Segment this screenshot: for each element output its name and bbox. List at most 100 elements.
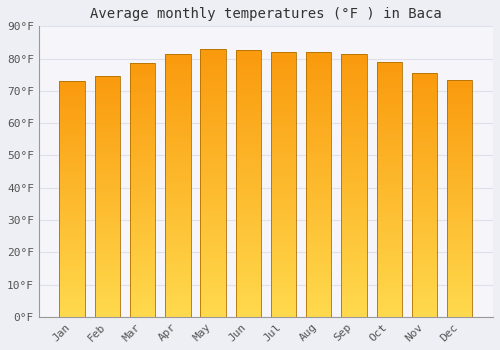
Bar [306,234,332,237]
Bar [94,281,120,284]
Bar [342,300,366,304]
Bar [165,238,190,241]
Bar [306,231,332,234]
Bar [165,294,190,297]
Bar [306,201,332,204]
Bar [165,185,190,189]
Bar [60,193,85,196]
Bar [412,304,437,308]
Bar [236,67,261,70]
Bar [94,278,120,281]
Bar [165,222,190,225]
Bar [200,270,226,273]
Bar [447,112,472,115]
Bar [376,161,402,164]
Bar [306,257,332,260]
Bar [60,155,85,158]
Bar [94,146,120,148]
Bar [342,93,366,97]
Bar [412,207,437,210]
Bar [236,94,261,97]
Bar [342,80,366,83]
Bar [306,307,332,310]
Bar [376,97,402,100]
Bar [376,62,402,317]
Bar [94,131,120,133]
Bar [376,272,402,275]
Bar [236,87,261,90]
Bar [236,61,261,64]
Bar [447,231,472,234]
Bar [342,97,366,100]
Bar [236,220,261,224]
Bar [165,189,190,192]
Bar [412,302,437,304]
Bar [200,196,226,200]
Bar [60,117,85,119]
Bar [447,278,472,281]
Bar [271,297,296,300]
Bar [130,314,156,317]
Bar [130,234,156,238]
Bar [165,133,190,136]
Bar [271,141,296,145]
Bar [271,257,296,260]
Bar [60,243,85,246]
Bar [236,104,261,107]
Bar [165,57,190,60]
Bar [94,220,120,224]
Bar [412,76,437,79]
Bar [376,183,402,186]
Bar [130,89,156,92]
Bar [130,190,156,193]
Bar [165,182,190,185]
Bar [200,186,226,190]
Bar [342,126,366,130]
Bar [271,118,296,121]
Bar [306,294,332,297]
Bar [271,188,296,191]
Bar [306,78,332,82]
Bar [60,93,85,96]
Bar [376,186,402,189]
Bar [94,209,120,212]
Bar [412,219,437,222]
Bar [130,279,156,282]
Bar [306,52,332,317]
Bar [60,90,85,93]
Bar [447,133,472,136]
Bar [271,62,296,65]
Bar [412,204,437,207]
Bar [412,283,437,286]
Bar [165,244,190,248]
Bar [447,118,472,121]
Bar [60,296,85,299]
Bar [165,130,190,133]
Bar [447,243,472,246]
Bar [60,240,85,243]
Bar [447,121,472,124]
Bar [447,264,472,266]
Bar [271,201,296,204]
Bar [306,191,332,194]
Bar [236,214,261,217]
Bar [60,111,85,113]
Bar [342,159,366,162]
Bar [342,152,366,156]
Bar [200,287,226,290]
Bar [200,280,226,283]
Bar [60,279,85,281]
Bar [412,113,437,116]
Bar [306,208,332,211]
Bar [447,83,472,85]
Bar [412,164,437,168]
Bar [236,127,261,131]
Bar [130,133,156,136]
Bar [165,287,190,290]
Bar [447,100,472,103]
Bar [165,77,190,80]
Bar [200,56,226,59]
Bar [342,258,366,261]
Bar [306,155,332,158]
Bar [342,169,366,172]
